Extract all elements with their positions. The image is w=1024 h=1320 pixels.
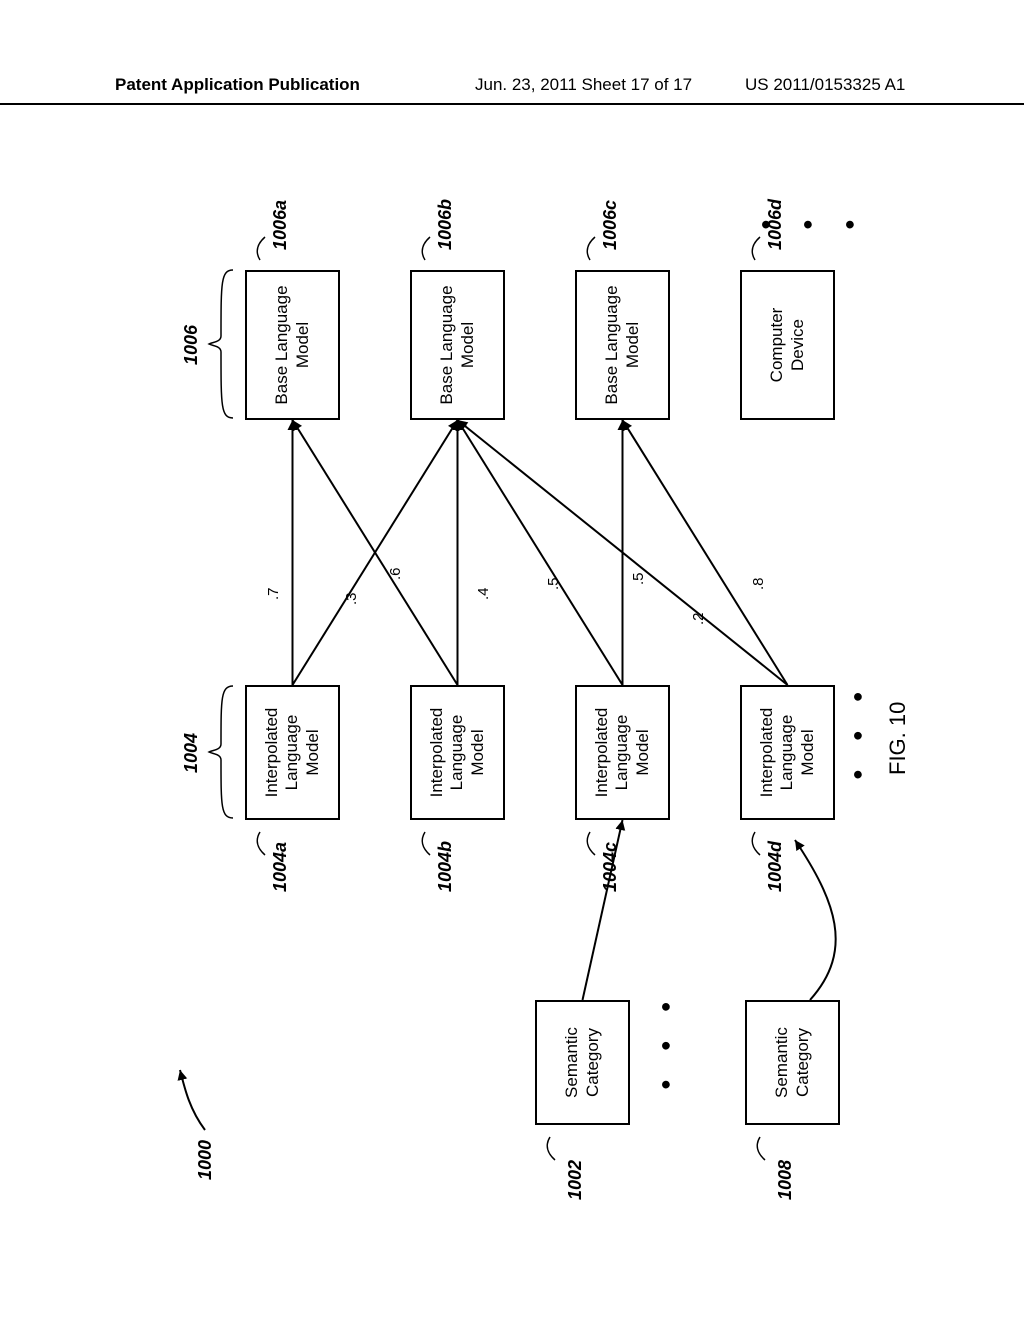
ilm-c: Interpolated Language Model xyxy=(575,685,670,820)
semantic-category-1-text: Semantic Category xyxy=(562,1027,603,1098)
blm-b: Base Language Model xyxy=(410,270,505,420)
weight-1: .3 xyxy=(343,592,360,605)
dots-semantic: ● ● ● xyxy=(655,995,676,1090)
weight-3: .4 xyxy=(475,587,492,600)
ref-1006a: 1006a xyxy=(270,200,291,250)
weight-2: .6 xyxy=(387,567,404,580)
weight-7: .8 xyxy=(750,577,767,590)
blm-c-text: Base Language Model xyxy=(602,285,643,404)
ref-1008: 1008 xyxy=(775,1160,796,1200)
dots-blm: ●●● xyxy=(755,213,860,230)
blm-a: Base Language Model xyxy=(245,270,340,420)
ref-1002: 1002 xyxy=(565,1160,586,1200)
ref-1006c: 1006c xyxy=(600,200,621,250)
ref-1006b: 1006b xyxy=(435,199,456,250)
ilm-d: Interpolated Language Model xyxy=(740,685,835,820)
ref-1004d: 1004d xyxy=(765,841,786,892)
ilm-b-text: Interpolated Language Model xyxy=(427,708,488,798)
semantic-category-2: Semantic Category xyxy=(745,1000,840,1125)
ilm-b: Interpolated Language Model xyxy=(410,685,505,820)
header-left: Patent Application Publication xyxy=(115,75,360,95)
ref-1004: 1004 xyxy=(181,733,202,773)
blm-b-text: Base Language Model xyxy=(437,285,478,404)
weight-5: .5 xyxy=(630,572,647,585)
ref-1004b: 1004b xyxy=(435,841,456,892)
diagram-inner: Semantic Category Semantic Category Inte… xyxy=(115,160,915,1180)
blm-d: Computer Device xyxy=(740,270,835,420)
weight-6: .2 xyxy=(690,612,707,625)
ilm-d-text: Interpolated Language Model xyxy=(757,708,818,798)
ilm-a: Interpolated Language Model xyxy=(245,685,340,820)
weight-4: .5 xyxy=(545,577,562,590)
figure-caption: FIG. 10 xyxy=(885,702,911,775)
dots-ilm: ● ● ● xyxy=(847,685,868,780)
ref-1004c: 1004c xyxy=(600,842,621,892)
blm-c: Base Language Model xyxy=(575,270,670,420)
blm-d-text: Computer Device xyxy=(767,308,808,383)
page-container: Patent Application Publication Jun. 23, … xyxy=(0,0,1024,1320)
header-right: US 2011/0153325 A1 xyxy=(745,75,905,95)
figure-10-diagram: Semantic Category Semantic Category Inte… xyxy=(5,270,1024,1070)
page-header: Patent Application Publication Jun. 23, … xyxy=(0,75,1024,105)
semantic-category-1: Semantic Category xyxy=(535,1000,630,1125)
ilm-a-text: Interpolated Language Model xyxy=(262,708,323,798)
semantic-category-2-text: Semantic Category xyxy=(772,1027,813,1098)
ref-1000: 1000 xyxy=(195,1140,216,1180)
ref-1004a: 1004a xyxy=(270,842,291,892)
ref-1006: 1006 xyxy=(181,325,202,365)
weight-0: .7 xyxy=(265,587,282,600)
blm-a-text: Base Language Model xyxy=(272,285,313,404)
ilm-c-text: Interpolated Language Model xyxy=(592,708,653,798)
header-center: Jun. 23, 2011 Sheet 17 of 17 xyxy=(475,75,692,95)
